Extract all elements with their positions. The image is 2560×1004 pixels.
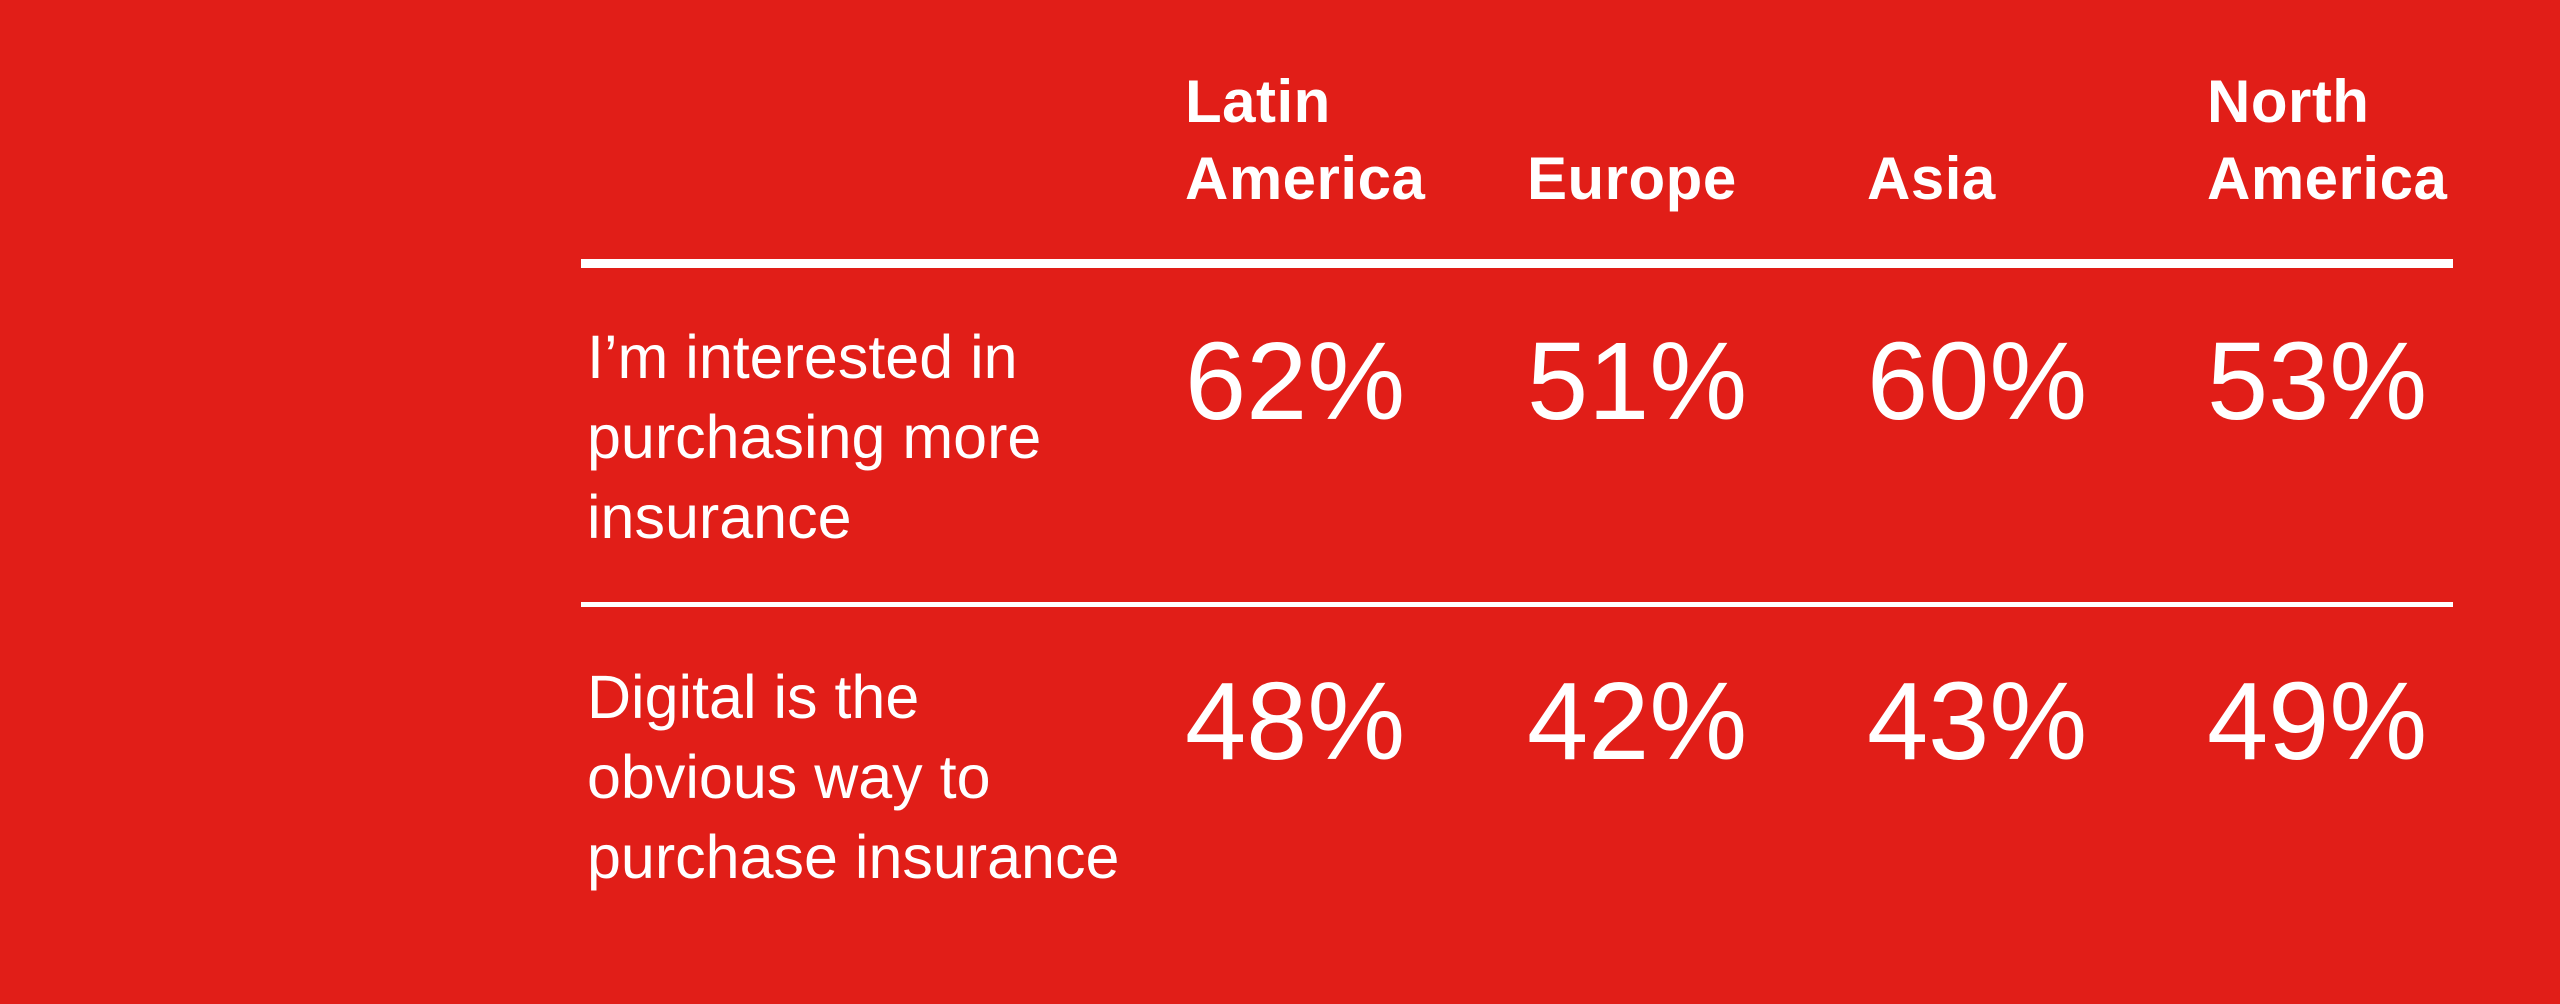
- row-label: I’m interested in purchasing more insura…: [581, 317, 1185, 602]
- column-header-line: Latin: [1185, 68, 1331, 135]
- table-row-digital-purchase: Digital is the obvious way to purchase i…: [581, 607, 2453, 1004]
- value-latin-america: 62%: [1185, 320, 1406, 443]
- value-north-america: 53%: [2207, 320, 2428, 443]
- table-header-row: Latin America Europe Asia North America: [581, 0, 2453, 268]
- row-label-line: Digital is the: [587, 663, 920, 731]
- column-header-line: Europe: [1527, 145, 1737, 212]
- row-label-line: obvious way to: [587, 743, 991, 811]
- value-europe: 51%: [1527, 320, 1748, 443]
- table-row-purchasing-interest: I’m interested in purchasing more insura…: [581, 277, 2453, 607]
- column-header-line: North: [2207, 68, 2370, 135]
- row-label-line: purchasing more: [587, 403, 1042, 471]
- value-latin-america: 48%: [1185, 660, 1406, 783]
- row-label-line: purchase insurance: [587, 823, 1120, 891]
- value-north-america: 49%: [2207, 660, 2428, 783]
- column-header-north-america: North America: [2207, 63, 2453, 259]
- value-asia: 43%: [1867, 660, 2088, 783]
- column-header-line: America: [2207, 145, 2448, 212]
- row-label-line: I’m interested in: [587, 323, 1018, 391]
- column-header-asia: Asia: [1867, 140, 2207, 259]
- header-spacer-cell: [581, 217, 1185, 259]
- column-header-line: Asia: [1867, 145, 1996, 212]
- value-asia: 60%: [1867, 320, 2088, 443]
- column-header-europe: Europe: [1527, 140, 1867, 259]
- value-europe: 42%: [1527, 660, 1748, 783]
- row-label: Digital is the obvious way to purchase i…: [581, 657, 1185, 1004]
- column-header-latin-america: Latin America: [1185, 63, 1527, 259]
- row-label-line: insurance: [587, 483, 852, 551]
- column-header-line: America: [1185, 145, 1426, 212]
